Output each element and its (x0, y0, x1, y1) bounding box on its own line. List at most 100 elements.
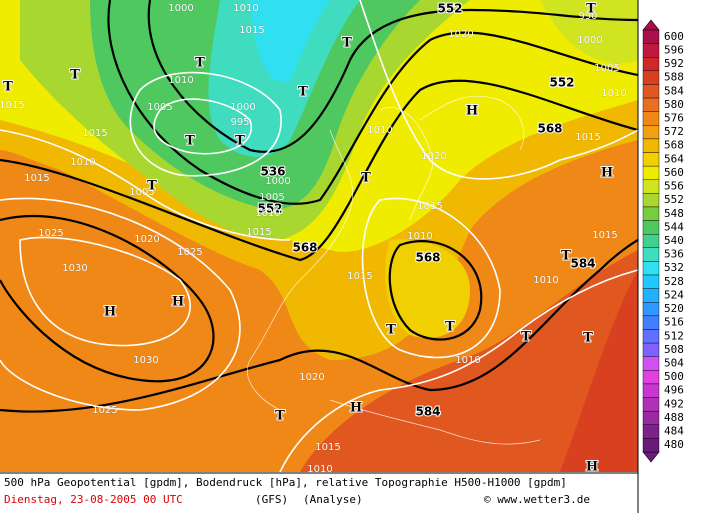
isobar-label: 1010 (367, 125, 392, 136)
caption-title: 500 hPa Geopotential [gpdm], Bodendruck … (4, 476, 567, 489)
isobar-label: 1015 (0, 100, 25, 111)
hot-zone (560, 270, 638, 472)
legend-swatch (642, 179, 660, 194)
low-marker: T (521, 330, 531, 345)
isobar-label: 1010 (533, 275, 558, 286)
low-marker: T (445, 320, 455, 335)
isobar-label: 1015 (24, 173, 49, 184)
low-marker: T (235, 134, 245, 149)
low-marker: T (3, 80, 13, 95)
legend-label: 516 (664, 316, 684, 329)
height-contours (0, 0, 639, 413)
legend-label: 556 (664, 180, 684, 193)
low-marker: T (361, 171, 371, 186)
high-marker: H (586, 460, 598, 475)
isobar-label: 1015 (575, 132, 600, 143)
caption-run: (Analyse) (303, 493, 363, 506)
legend-label: 528 (664, 275, 684, 288)
low-marker: T (70, 68, 80, 83)
legend-label: 584 (664, 84, 684, 97)
legend-label: 552 (664, 193, 684, 206)
isobar-label: 1015 (82, 128, 107, 139)
core (250, 0, 330, 82)
contour-label: 568 (415, 251, 440, 265)
isobar-label: 1000 (577, 35, 602, 46)
legend-label: 480 (664, 438, 684, 451)
legend-label: 544 (664, 220, 684, 233)
legend-label: 588 (664, 71, 684, 84)
legend-swatch (642, 57, 660, 72)
low-marker: T (561, 249, 571, 264)
isobar-label: 990 (578, 11, 597, 22)
low-marker: T (583, 331, 593, 346)
legend-swatch (642, 410, 660, 425)
warm-zone (300, 250, 638, 472)
legend-swatch (642, 356, 660, 371)
legend-swatch (642, 97, 660, 112)
low-marker: T (298, 85, 308, 100)
legend-label: 484 (664, 425, 684, 438)
high-marker: H (350, 401, 362, 416)
legend-swatch (642, 43, 660, 58)
legend-label: 548 (664, 207, 684, 220)
legend-swatch (642, 233, 660, 249)
isobar-label: 1010 (307, 464, 332, 475)
isobar-label: 1015 (239, 25, 264, 36)
legend-swatch (642, 220, 660, 235)
contour-label: 536 (260, 165, 285, 179)
legend-label: 564 (664, 152, 684, 165)
isobar-label: 1010 (455, 355, 480, 366)
legend-swatch (642, 329, 660, 344)
isobar-label: 1000 (265, 176, 290, 187)
legend-label: 532 (664, 261, 684, 274)
contour-label: 552 (437, 2, 462, 16)
legend-label: 508 (664, 343, 684, 356)
legend-swatch (642, 342, 660, 357)
legend-label: 560 (664, 166, 684, 179)
legend-label: 512 (664, 329, 684, 342)
isobar-label: 1000 (168, 3, 193, 14)
isobar-label: 1015 (347, 271, 372, 282)
legend-swatch (642, 193, 660, 208)
low-marker: T (275, 409, 285, 424)
isobar-label: 1030 (133, 355, 158, 366)
isobar-label: 1005 (259, 192, 284, 203)
high-marker: H (104, 305, 116, 320)
isobar-label: 1020 (134, 234, 159, 245)
low-marker: T (195, 56, 205, 71)
caption-model: (GFS) (255, 493, 288, 506)
low-marker: T (342, 36, 352, 51)
isobar-label: 1025 (92, 405, 117, 416)
legend-swatch (642, 138, 660, 153)
isobar-label: 1005 (594, 63, 619, 74)
contour-label: 584 (570, 257, 595, 271)
isobar-label: 1005 (147, 102, 172, 113)
contour-label: 552 (549, 76, 574, 90)
isobar-label: 1010 (601, 88, 626, 99)
isobar-label: 1030 (62, 263, 87, 274)
legend-swatch (642, 288, 660, 303)
isobar-label: 1025 (38, 228, 63, 239)
legend-swatch (642, 206, 660, 221)
isobar-label: 1015 (592, 230, 617, 241)
legend-swatch (642, 397, 660, 412)
caption-source: © www.wetter3.de (484, 493, 590, 506)
isobar-label: 995 (230, 117, 249, 128)
high-marker: H (601, 166, 613, 181)
isobar-label: 1015 (246, 227, 271, 238)
legend-label: 504 (664, 357, 684, 370)
legend-label: 500 (664, 370, 684, 383)
legend-label: 496 (664, 384, 684, 397)
map-labels: 552 552 568 536 552 568 584 584 568 1000… (0, 1, 627, 476)
contour-label: 584 (415, 405, 440, 419)
isobar-label: 1020 (299, 372, 324, 383)
legend-label: 520 (664, 302, 684, 315)
legend-swatch (642, 438, 660, 453)
isobar-label: 1015 (315, 442, 340, 453)
legend-swatch (642, 302, 660, 317)
legend-swatch (642, 84, 660, 99)
legend-label: 488 (664, 411, 684, 424)
isobar-label: 1010 (255, 208, 280, 219)
low-marker: T (147, 179, 157, 194)
caption-date: Dienstag, 23-08-2005 00 UTC (4, 493, 183, 506)
